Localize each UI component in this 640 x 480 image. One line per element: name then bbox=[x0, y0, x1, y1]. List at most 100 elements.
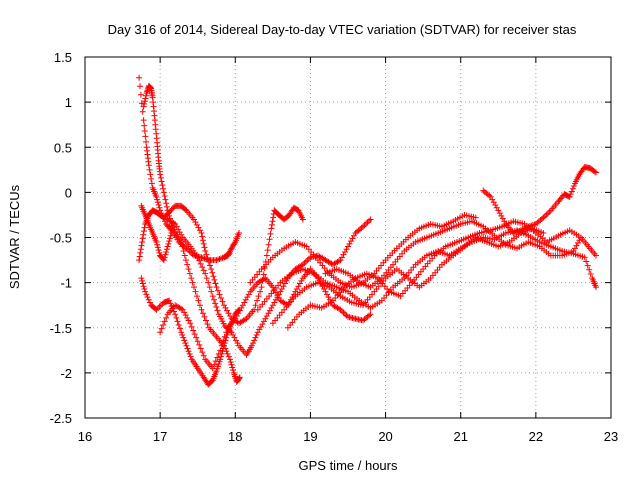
data-point bbox=[230, 367, 237, 374]
data-point bbox=[188, 275, 195, 282]
data-point bbox=[227, 327, 234, 334]
x-tick-label: 23 bbox=[604, 429, 618, 444]
data-point bbox=[143, 291, 150, 298]
data-point bbox=[566, 193, 573, 200]
data-point bbox=[217, 347, 224, 354]
data-point bbox=[216, 291, 223, 298]
data-point bbox=[182, 206, 189, 213]
data-point bbox=[166, 238, 173, 245]
data-point bbox=[136, 253, 143, 260]
data-point bbox=[195, 297, 202, 304]
data-point bbox=[587, 270, 594, 277]
data-point bbox=[137, 83, 144, 90]
y-tick-label: 1.5 bbox=[54, 50, 72, 65]
data-point bbox=[179, 331, 186, 338]
data-point bbox=[263, 252, 270, 259]
data-point bbox=[258, 284, 265, 291]
data-point bbox=[199, 237, 206, 244]
data-point bbox=[153, 193, 160, 200]
series-arc-3 bbox=[136, 202, 306, 327]
data-point bbox=[181, 252, 188, 259]
data-point bbox=[592, 169, 599, 176]
data-point bbox=[229, 364, 236, 371]
data-point bbox=[252, 302, 259, 309]
data-point bbox=[184, 261, 191, 268]
data-point bbox=[163, 246, 170, 253]
data-point bbox=[184, 345, 191, 352]
data-point bbox=[266, 236, 273, 243]
data-point bbox=[218, 294, 225, 301]
data-point bbox=[250, 340, 257, 347]
data-point bbox=[141, 98, 148, 105]
data-point bbox=[137, 249, 144, 256]
data-point bbox=[268, 225, 275, 232]
series-arc-12 bbox=[480, 164, 599, 236]
data-point bbox=[199, 233, 206, 240]
data-point bbox=[211, 361, 218, 368]
data-point bbox=[212, 280, 219, 287]
data-point bbox=[214, 354, 221, 361]
axis-ticks bbox=[84, 56, 612, 419]
data-point bbox=[228, 361, 235, 368]
x-tick-label: 20 bbox=[378, 429, 392, 444]
data-point bbox=[161, 318, 168, 325]
data-point bbox=[162, 251, 169, 258]
data-point bbox=[205, 279, 212, 286]
data-point bbox=[144, 294, 151, 301]
data-point bbox=[179, 243, 186, 250]
data-point bbox=[188, 323, 195, 330]
data-point bbox=[145, 162, 152, 169]
data-point bbox=[160, 189, 167, 196]
y-tick-label: 0.5 bbox=[54, 140, 72, 155]
data-point bbox=[218, 342, 225, 349]
data-point bbox=[160, 185, 167, 192]
data-point bbox=[137, 91, 144, 98]
series-arc-13 bbox=[138, 202, 175, 264]
data-point bbox=[253, 331, 260, 338]
data-point bbox=[208, 266, 215, 273]
data-point bbox=[194, 254, 201, 261]
data-point bbox=[227, 356, 234, 363]
y-tick-label: 0 bbox=[65, 185, 72, 200]
y-tick-label: -0.5 bbox=[50, 231, 72, 246]
data-point bbox=[209, 365, 216, 372]
data-point bbox=[139, 108, 146, 115]
data-point bbox=[270, 214, 277, 221]
data-point bbox=[154, 241, 161, 248]
data-point bbox=[227, 359, 234, 366]
data-point bbox=[148, 175, 155, 182]
data-point bbox=[137, 246, 144, 253]
data-point bbox=[570, 183, 577, 190]
x-tick-label: 19 bbox=[303, 429, 317, 444]
data-point bbox=[193, 334, 200, 341]
data-point bbox=[156, 204, 163, 211]
data-point bbox=[180, 248, 187, 255]
data-point bbox=[207, 262, 214, 269]
data-point bbox=[268, 221, 275, 228]
data-point bbox=[140, 103, 147, 110]
data-point bbox=[154, 196, 161, 203]
data-point bbox=[267, 230, 274, 237]
data-point bbox=[199, 349, 206, 356]
data-point bbox=[190, 284, 197, 291]
x-tick-label: 22 bbox=[529, 429, 543, 444]
data-point bbox=[581, 254, 588, 261]
data-point bbox=[175, 322, 182, 329]
data-point bbox=[141, 128, 148, 135]
x-tick-label: 17 bbox=[153, 429, 167, 444]
data-point bbox=[194, 338, 201, 345]
data-point bbox=[158, 178, 165, 185]
data-point bbox=[196, 302, 203, 309]
data-point bbox=[181, 337, 188, 344]
data-point bbox=[203, 251, 210, 258]
data-point bbox=[591, 168, 598, 175]
data-point bbox=[299, 216, 306, 223]
data-point bbox=[160, 322, 167, 329]
data-point bbox=[198, 306, 205, 313]
data-point bbox=[202, 270, 209, 277]
data-point bbox=[142, 133, 149, 140]
data-point bbox=[204, 321, 211, 328]
data-point bbox=[367, 311, 374, 318]
data-point bbox=[155, 247, 162, 254]
